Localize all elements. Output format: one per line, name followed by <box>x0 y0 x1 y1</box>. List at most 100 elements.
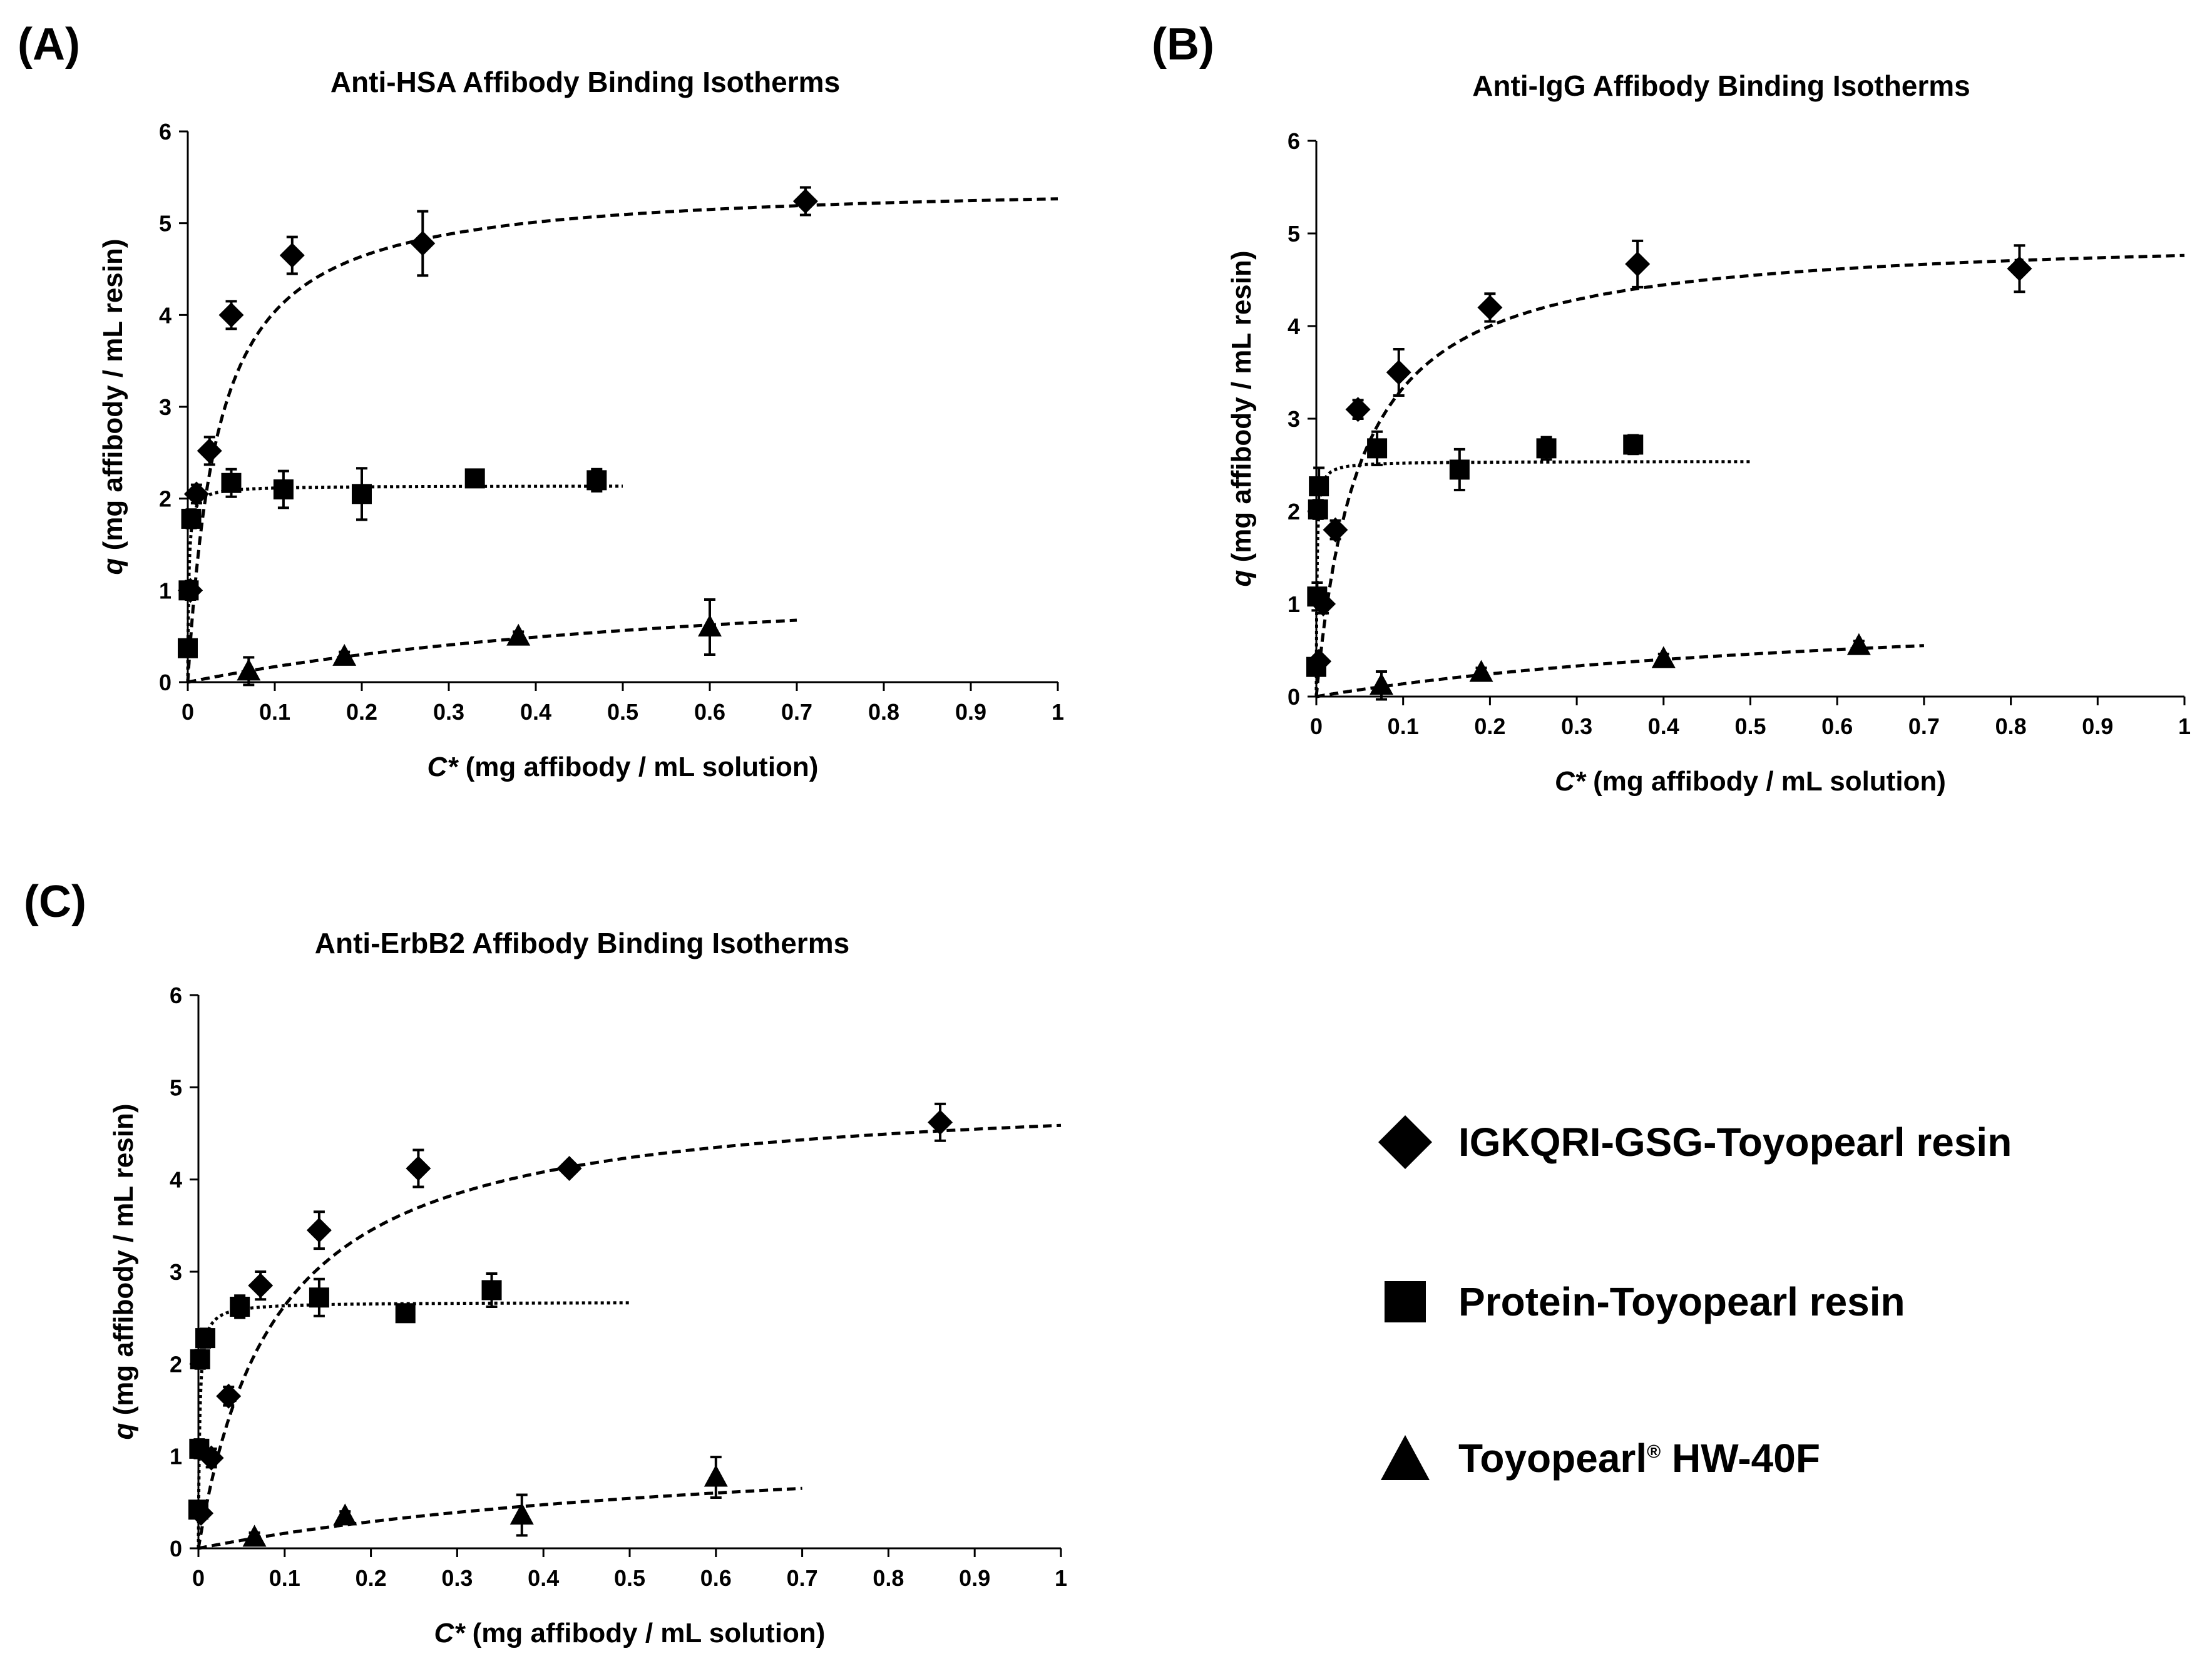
x-tick-label: 0.6 <box>694 699 725 725</box>
legend-item-square: Protein-Toyopearl resin <box>1365 1261 2178 1336</box>
x-tick-label: 0.3 <box>433 699 464 725</box>
y-tick-label: 3 <box>1288 406 1300 432</box>
legend-item-diamond: IGKQRI-GSG-Toyopearl resin <box>1365 1101 2178 1177</box>
x-tick-label: 0.2 <box>1474 713 1505 739</box>
diamond-point <box>183 481 209 507</box>
x-axis-title-rest: (mg affibody / mL solution) <box>458 752 818 782</box>
fit-curve <box>1314 644 1925 698</box>
x-tick-label: 0.8 <box>868 699 899 725</box>
y-tick-label: 2 <box>170 1351 182 1377</box>
x-tick-label: 1 <box>1052 699 1064 725</box>
legend-label: Toyopearl® HW-40F <box>1458 1435 1820 1481</box>
square-point <box>1309 476 1329 497</box>
y-tick-label: 3 <box>159 394 172 420</box>
diamond-point <box>1323 517 1348 543</box>
square-point <box>189 1438 210 1459</box>
panel-a: (A) Anti-HSA Affibody Binding Isotherms … <box>0 0 1102 814</box>
y-axis-title: q (mg affibody / mL resin) <box>108 1103 139 1439</box>
square-point <box>1449 459 1470 480</box>
legend-label: IGKQRI-GSG-Toyopearl resin <box>1458 1120 2012 1165</box>
diamond-point <box>556 1155 582 1181</box>
x-tick-label: 0.5 <box>607 699 638 725</box>
triangle-point <box>332 643 357 666</box>
panel-b: (B) Anti-IgG Affibody Binding Isotherms … <box>1114 0 2212 814</box>
x-tick-label: 0.1 <box>269 1565 300 1591</box>
y-tick-label: 4 <box>159 302 172 328</box>
panel-a-label: (A) <box>18 19 80 69</box>
triangle-point <box>506 623 531 646</box>
triangle-point <box>237 658 261 681</box>
x-tick-label: 0 <box>192 1565 205 1591</box>
square-point <box>352 484 372 504</box>
y-tick-label: 6 <box>159 119 172 145</box>
diamond-point <box>406 1155 431 1181</box>
x-tick-label: 0.7 <box>781 699 812 725</box>
legend: IGKQRI-GSG-Toyopearl resin Protein-Toyop… <box>1365 1101 2178 1540</box>
y-axis-title-rest: (mg affibody / mL resin) <box>1226 250 1257 570</box>
x-axis-title-italic: C* <box>434 1618 466 1648</box>
x-tick-label: 0.1 <box>259 699 290 725</box>
square-point <box>586 470 607 491</box>
x-axis-title-italic: C* <box>428 752 459 782</box>
y-tick-label: 4 <box>170 1167 182 1193</box>
x-tick-label: 0.1 <box>1388 713 1419 739</box>
chart-c: 0 1 2 3 4 5 6 0 0.1 0.2 0.3 0.4 0.5 0.6 0.7 0.8 0.9 1 C* (… <box>108 983 1067 1648</box>
square-point <box>1623 434 1644 455</box>
triangle-point <box>242 1525 267 1547</box>
x-axis-title: C* (mg affibody / mL solution) <box>428 752 819 782</box>
square-icon <box>1385 1281 1426 1322</box>
triangle-point <box>333 1503 357 1526</box>
triangle-point <box>1651 646 1676 668</box>
y-tick-label: 3 <box>170 1259 182 1285</box>
y-tick-label: 6 <box>170 983 182 1008</box>
x-axis-title-rest: (mg affibody / mL solution) <box>464 1618 825 1648</box>
x-tick-label: 0.7 <box>787 1565 818 1591</box>
registered-mark: ® <box>1647 1441 1661 1463</box>
square-point <box>188 1500 208 1520</box>
y-tick-label: 5 <box>170 1075 182 1100</box>
square-point <box>195 1328 216 1349</box>
chart-a: 0 1 2 3 4 5 6 0 0.1 0.2 0.3 0.4 0.5 0.6 0.7 0.8 0.9 1 C* (… <box>98 119 1064 782</box>
x-axis-title-rest: (mg affibody / mL solution) <box>1585 766 1946 797</box>
square-point <box>221 473 242 493</box>
y-axis-title-italic: q <box>1226 570 1257 587</box>
x-tick-label: 0.5 <box>1734 713 1766 739</box>
diamond-point <box>2007 256 2032 282</box>
square-point <box>178 638 198 658</box>
diamond-point <box>1477 295 1503 320</box>
x-tick-label: 0.4 <box>528 1565 559 1591</box>
fit-curve <box>197 1301 630 1548</box>
panel-a-title: Anti-HSA Affibody Binding Isotherms <box>330 66 841 98</box>
diamond-point <box>248 1273 274 1299</box>
y-tick-label: 1 <box>1288 591 1300 617</box>
x-axis-title-italic: C* <box>1555 766 1587 797</box>
x-tick-label: 0.2 <box>356 1565 387 1591</box>
y-axis-title-rest: (mg affibody / mL resin) <box>108 1103 139 1423</box>
square-point <box>1367 438 1388 459</box>
legend-label: Protein-Toyopearl resin <box>1458 1279 1905 1324</box>
x-tick-label: 0.9 <box>955 699 986 725</box>
x-tick-label: 1 <box>1055 1565 1067 1591</box>
square-point <box>181 508 202 529</box>
square-point <box>464 468 485 489</box>
x-axis-title: C* (mg affibody / mL solution) <box>1555 766 1946 797</box>
diamond-point <box>1386 360 1411 385</box>
x-tick-label: 0.4 <box>520 699 551 725</box>
x-tick-label: 0.4 <box>1648 713 1679 739</box>
y-axis-title: q (mg affibody / mL resin) <box>98 238 128 575</box>
triangle-point <box>509 1502 534 1525</box>
diamond-point <box>279 243 305 268</box>
square-point <box>178 580 199 601</box>
triangle-point <box>1469 660 1493 682</box>
legend-label-main: Toyopearl <box>1458 1436 1647 1481</box>
diamond-point <box>928 1110 953 1135</box>
square-point <box>395 1303 416 1324</box>
x-tick-label: 0.6 <box>700 1565 732 1591</box>
square-point <box>1536 438 1557 459</box>
fit-curve <box>187 618 797 684</box>
panel-c-title: Anti-ErbB2 Affibody Binding Isotherms <box>314 927 850 959</box>
fit-curve <box>186 197 1058 683</box>
x-tick-label: 0.8 <box>873 1565 904 1591</box>
diamond-point <box>1345 397 1371 422</box>
triangle-point <box>698 615 722 636</box>
